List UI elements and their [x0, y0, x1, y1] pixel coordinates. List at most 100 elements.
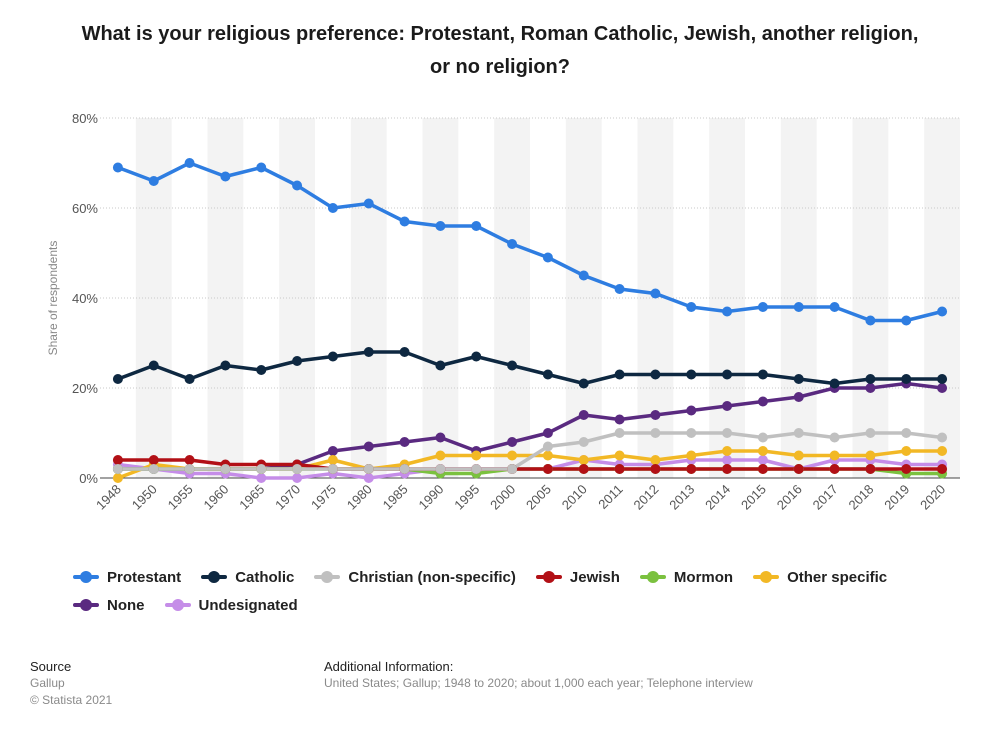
- data-point[interactable]: [937, 374, 948, 384]
- data-point[interactable]: [793, 428, 804, 438]
- data-point[interactable]: [650, 369, 661, 380]
- data-point[interactable]: [937, 464, 948, 474]
- data-point[interactable]: [507, 450, 518, 461]
- data-point[interactable]: [292, 473, 303, 483]
- data-point[interactable]: [256, 473, 267, 483]
- data-point[interactable]: [435, 360, 446, 371]
- data-point[interactable]: [184, 374, 195, 384]
- data-point[interactable]: [471, 351, 482, 362]
- data-point[interactable]: [542, 464, 553, 474]
- data-point[interactable]: [256, 464, 267, 474]
- data-point[interactable]: [578, 270, 589, 281]
- data-point[interactable]: [435, 221, 446, 231]
- data-point[interactable]: [363, 198, 374, 209]
- legend-item[interactable]: Jewish: [535, 566, 620, 588]
- data-point[interactable]: [614, 464, 625, 474]
- data-point[interactable]: [614, 450, 625, 461]
- data-point[interactable]: [865, 450, 876, 461]
- data-point[interactable]: [901, 446, 912, 456]
- data-point[interactable]: [722, 428, 733, 438]
- data-point[interactable]: [793, 302, 804, 312]
- data-point[interactable]: [471, 221, 482, 231]
- data-point[interactable]: [686, 450, 697, 461]
- data-point[interactable]: [901, 374, 912, 384]
- data-point[interactable]: [327, 203, 338, 213]
- data-point[interactable]: [865, 383, 876, 393]
- data-point[interactable]: [757, 432, 768, 443]
- data-point[interactable]: [542, 441, 553, 452]
- data-point[interactable]: [112, 464, 123, 474]
- data-point[interactable]: [471, 464, 482, 474]
- data-point[interactable]: [112, 455, 123, 465]
- data-point[interactable]: [865, 315, 876, 326]
- data-point[interactable]: [829, 302, 840, 312]
- data-point[interactable]: [757, 446, 768, 456]
- data-point[interactable]: [901, 428, 912, 438]
- data-point[interactable]: [578, 464, 589, 474]
- legend-item[interactable]: Catholic: [200, 566, 294, 588]
- data-point[interactable]: [542, 450, 553, 461]
- data-point[interactable]: [363, 473, 374, 483]
- data-point[interactable]: [542, 428, 553, 438]
- data-point[interactable]: [757, 396, 768, 407]
- data-point[interactable]: [399, 216, 410, 227]
- data-point[interactable]: [399, 347, 410, 357]
- data-point[interactable]: [148, 360, 159, 371]
- data-point[interactable]: [722, 464, 733, 474]
- data-point[interactable]: [686, 464, 697, 474]
- data-point[interactable]: [793, 450, 804, 461]
- data-point[interactable]: [578, 410, 589, 420]
- data-point[interactable]: [327, 446, 338, 456]
- data-point[interactable]: [614, 414, 625, 425]
- data-point[interactable]: [292, 180, 303, 191]
- legend-item[interactable]: Undesignated: [164, 594, 298, 616]
- legend-item[interactable]: Christian (non-specific): [313, 566, 516, 588]
- data-point[interactable]: [614, 369, 625, 380]
- data-point[interactable]: [614, 284, 625, 294]
- data-point[interactable]: [686, 428, 697, 438]
- legend-item[interactable]: Protestant: [72, 566, 181, 588]
- data-point[interactable]: [363, 464, 374, 474]
- data-point[interactable]: [542, 369, 553, 380]
- data-point[interactable]: [686, 302, 697, 312]
- data-point[interactable]: [722, 446, 733, 456]
- data-point[interactable]: [650, 428, 661, 438]
- data-point[interactable]: [865, 464, 876, 474]
- data-point[interactable]: [435, 432, 446, 443]
- data-point[interactable]: [686, 369, 697, 380]
- data-point[interactable]: [256, 162, 267, 173]
- data-point[interactable]: [937, 306, 948, 317]
- data-point[interactable]: [865, 374, 876, 384]
- data-point[interactable]: [578, 437, 589, 447]
- data-point[interactable]: [184, 158, 195, 168]
- data-point[interactable]: [829, 378, 840, 389]
- data-point[interactable]: [363, 347, 374, 357]
- data-point[interactable]: [471, 450, 482, 461]
- data-point[interactable]: [112, 162, 123, 173]
- data-point[interactable]: [363, 441, 374, 452]
- data-point[interactable]: [793, 374, 804, 384]
- data-point[interactable]: [327, 455, 338, 465]
- data-point[interactable]: [829, 464, 840, 474]
- data-point[interactable]: [865, 428, 876, 438]
- data-point[interactable]: [722, 401, 733, 411]
- data-point[interactable]: [112, 473, 123, 483]
- data-point[interactable]: [937, 432, 948, 443]
- data-point[interactable]: [435, 464, 446, 474]
- data-point[interactable]: [757, 369, 768, 380]
- data-point[interactable]: [650, 410, 661, 420]
- data-point[interactable]: [507, 464, 518, 474]
- data-point[interactable]: [184, 464, 195, 474]
- data-point[interactable]: [578, 455, 589, 465]
- data-point[interactable]: [507, 437, 518, 447]
- legend-item[interactable]: None: [72, 594, 145, 616]
- data-point[interactable]: [148, 455, 159, 465]
- data-point[interactable]: [507, 360, 518, 371]
- data-point[interactable]: [148, 176, 159, 186]
- data-point[interactable]: [793, 464, 804, 474]
- data-point[interactable]: [757, 455, 768, 465]
- data-point[interactable]: [220, 360, 231, 371]
- data-point[interactable]: [650, 288, 661, 299]
- data-point[interactable]: [901, 315, 912, 326]
- data-point[interactable]: [686, 405, 697, 416]
